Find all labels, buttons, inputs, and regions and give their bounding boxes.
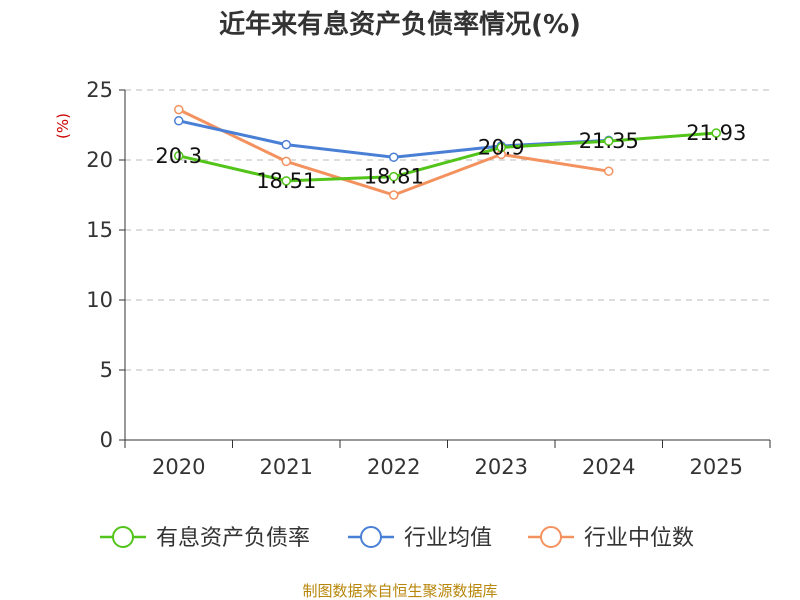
data-point <box>281 156 291 167</box>
y-tick-label: 0 <box>100 428 113 452</box>
legend-label: 行业均值 <box>404 526 492 551</box>
legend[interactable]: 有息资产负债率 行业均值 行业中位数 <box>100 526 694 551</box>
legend-label: 有息资产负债率 <box>156 526 310 551</box>
data-point <box>604 166 614 176</box>
legend-item-0[interactable]: 有息资产负债率 <box>100 526 310 551</box>
data-point <box>389 152 399 162</box>
data-label: 20.9 <box>478 135 525 159</box>
data-point <box>389 190 399 200</box>
data-label: 21.35 <box>579 129 639 153</box>
source-note: 制图数据来自恒生聚源数据库 <box>302 582 497 600</box>
data-label: 18.81 <box>364 165 424 189</box>
y-tick-label: 25 <box>86 78 113 102</box>
x-tick-label: 2022 <box>367 455 420 479</box>
series-0 <box>174 128 721 186</box>
data-label: 21.93 <box>686 121 746 145</box>
data-point <box>174 104 184 115</box>
series-lines <box>174 104 721 200</box>
data-label: 18.51 <box>256 169 316 193</box>
x-tick-label: 2020 <box>152 455 205 479</box>
legend-item-2[interactable]: 行业中位数 <box>528 526 694 551</box>
data-point <box>496 142 506 153</box>
y-tick-label: 20 <box>86 148 113 172</box>
data-labels: 20.3 18.51 18.81 20.9 21.35 21.93 <box>155 121 746 193</box>
y-tick-label: 10 <box>86 288 113 312</box>
grid-lines <box>125 89 770 371</box>
data-point <box>174 116 184 126</box>
chart-title: 近年来有息资产负债率情况(%) <box>219 9 581 40</box>
data-point <box>281 139 291 150</box>
data-point <box>389 171 399 182</box>
y-tick-label: 15 <box>86 218 113 242</box>
y-axis-label: (%) <box>54 113 72 139</box>
x-tick-label: 2024 <box>582 455 635 479</box>
series-line <box>178 131 717 183</box>
legend-marker <box>360 526 382 548</box>
legend-marker <box>540 526 562 548</box>
data-point <box>174 151 184 161</box>
series-2 <box>174 104 614 200</box>
data-point <box>604 136 614 146</box>
data-point <box>281 176 291 186</box>
x-tick-label: 2021 <box>260 455 313 479</box>
y-tick-label: 5 <box>100 358 113 382</box>
legend-marker <box>112 526 134 548</box>
legend-label: 行业中位数 <box>584 526 694 551</box>
data-label: 20.3 <box>155 144 202 168</box>
x-tick-label: 2023 <box>475 455 528 479</box>
data-point <box>711 128 721 138</box>
x-tick-label: 2025 <box>690 455 743 479</box>
series-line <box>178 119 609 159</box>
legend-item-1[interactable]: 行业均值 <box>348 526 492 551</box>
